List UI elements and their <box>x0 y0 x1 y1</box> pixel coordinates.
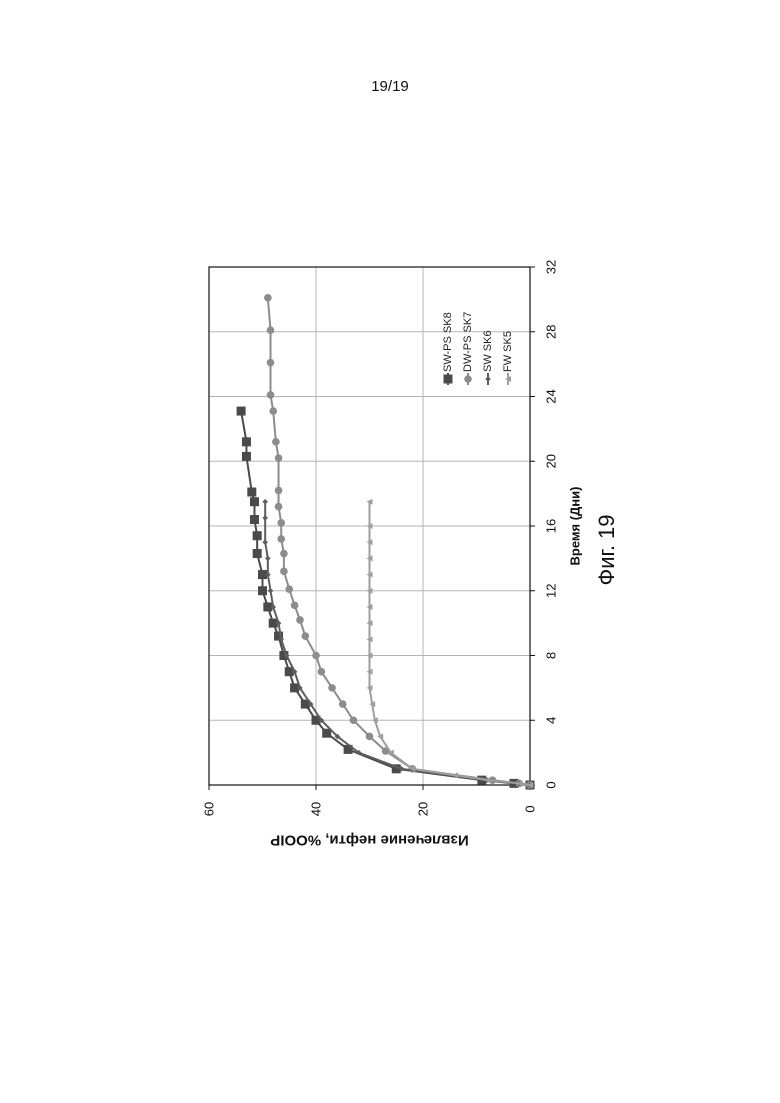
data-point <box>366 733 374 741</box>
y-tick-label: 60 <box>202 802 217 816</box>
y-tick-label: 20 <box>416 802 431 816</box>
legend-item: FW SK5 <box>502 331 514 385</box>
legend-item: SW-PS SK8 <box>442 312 454 385</box>
legend-label: SW SK6 <box>482 330 494 372</box>
data-point <box>262 515 268 521</box>
x-tick-label: 8 <box>544 652 559 659</box>
data-point <box>291 602 299 610</box>
data-point <box>339 700 347 708</box>
legend-marker <box>444 375 453 384</box>
y-axis-label: Извлечение нефти, %OOIP <box>270 832 468 849</box>
data-point <box>262 539 268 545</box>
data-point <box>272 438 280 446</box>
data-point <box>250 497 259 506</box>
data-point <box>253 531 262 540</box>
data-point <box>267 359 275 367</box>
data-point <box>250 515 259 524</box>
data-point <box>275 487 283 495</box>
series-1 <box>237 407 535 790</box>
data-point <box>280 550 288 558</box>
data-point <box>264 294 272 302</box>
legend-marker <box>485 376 491 382</box>
data-point <box>267 326 275 334</box>
data-point <box>328 684 336 692</box>
x-tick-label: 28 <box>544 325 559 339</box>
data-point <box>265 556 271 562</box>
data-point <box>275 503 283 511</box>
data-point <box>242 437 251 446</box>
data-point <box>285 585 293 593</box>
data-point <box>302 632 310 640</box>
data-point <box>242 452 251 461</box>
data-point <box>253 549 262 558</box>
data-point <box>350 716 358 724</box>
data-point <box>296 616 304 624</box>
y-tick-label: 40 <box>309 802 324 816</box>
data-point <box>277 535 285 543</box>
legend-item: SW SK6 <box>482 330 494 385</box>
data-point <box>269 407 277 415</box>
x-tick-label: 32 <box>544 260 559 274</box>
data-point <box>258 586 267 595</box>
data-point <box>237 407 246 416</box>
data-point <box>277 519 285 527</box>
x-tick-label: 12 <box>544 584 559 598</box>
data-point <box>268 588 274 594</box>
series-3 <box>262 499 532 788</box>
data-point <box>318 668 326 676</box>
x-axis-label: Время (Дни) <box>568 487 583 566</box>
data-point <box>275 454 283 462</box>
x-tick-label: 20 <box>544 454 559 468</box>
data-point <box>247 488 256 497</box>
legend-marker <box>464 375 472 383</box>
data-point <box>280 568 288 576</box>
data-point <box>262 499 268 505</box>
series-line <box>370 502 531 785</box>
x-tick-label: 16 <box>544 519 559 533</box>
series-line <box>241 411 530 785</box>
y-tick-label: 0 <box>523 805 538 812</box>
x-tick-label: 24 <box>544 389 559 403</box>
series-4 <box>367 499 534 788</box>
legend-label: DW-PS SK7 <box>462 312 474 372</box>
legend: SW-PS SK8 DW-PS SK7 SW SK6 FW SK5 <box>442 312 514 385</box>
data-point <box>267 391 275 399</box>
legend-label: FW SK5 <box>502 331 514 372</box>
legend-label: SW-PS SK8 <box>442 312 454 372</box>
x-tick-label: 4 <box>544 717 559 724</box>
data-point <box>312 652 320 660</box>
series-line <box>265 502 530 785</box>
figure-caption: Фиг. 19 <box>594 514 620 585</box>
legend-item: DW-PS SK7 <box>462 312 474 385</box>
x-tick-label: 0 <box>544 781 559 788</box>
